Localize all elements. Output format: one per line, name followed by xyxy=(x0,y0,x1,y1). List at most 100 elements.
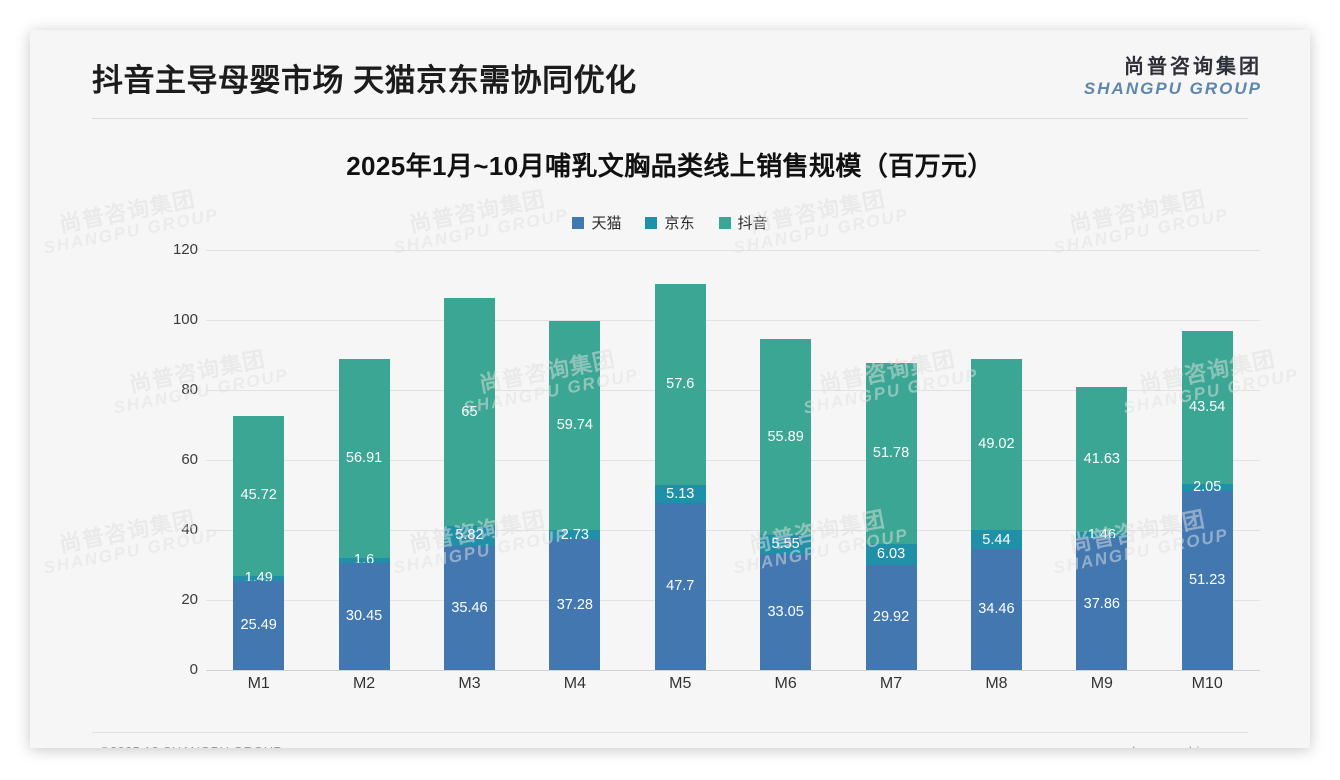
logo-chinese-text: 尚普咨询集团 xyxy=(1124,56,1262,78)
bar-value-label: 2.73 xyxy=(560,526,589,543)
bar-column[interactable]: 59.74 2.73 37.28 xyxy=(522,250,627,670)
x-axis-tick-label: M5 xyxy=(669,675,692,692)
gridline xyxy=(206,600,1260,601)
legend-swatch-icon xyxy=(572,216,585,229)
bar-value-label: 49.02 xyxy=(978,436,1015,453)
stacked-bar[interactable]: 43.54 2.05 51.23 xyxy=(1181,331,1233,670)
y-axis-tick-label: 80 xyxy=(181,381,198,398)
legend-item-抖音[interactable]: 抖音 xyxy=(718,212,768,233)
legend-label: 京东 xyxy=(664,215,695,232)
gridline xyxy=(206,460,1260,461)
stacked-bar[interactable]: 41.63 1.46 37.86 xyxy=(1076,386,1128,670)
bar-segment-天猫[interactable]: 29.92 xyxy=(865,565,917,670)
bar-value-label: 55.89 xyxy=(767,428,804,445)
bar-value-label: 43.54 xyxy=(1189,399,1226,416)
legend-item-京东[interactable]: 京东 xyxy=(645,212,695,233)
x-axis-labels: M1 M2 M3 M4 M5 M6 M7 M8 M9 M10 xyxy=(206,675,1260,693)
bar-value-label: 45.72 xyxy=(240,487,277,504)
x-axis-tick-label: M2 xyxy=(352,675,376,692)
bar-value-label: 51.78 xyxy=(872,445,910,462)
bar-segment-天猫[interactable]: 33.05 xyxy=(760,554,812,670)
bar-value-label: 5.82 xyxy=(455,527,484,544)
x-axis-tick-label: M3 xyxy=(458,675,481,692)
bar-segment-天猫[interactable]: 37.28 xyxy=(549,539,601,670)
bar-column[interactable]: 56.91 1.6 30.45 xyxy=(311,250,416,670)
bar-segment-天猫[interactable]: 30.45 xyxy=(338,563,390,670)
legend-item-天猫[interactable]: 天猫 xyxy=(572,212,621,233)
bar-segment-京东[interactable]: 5.82 xyxy=(443,525,495,546)
gridline xyxy=(206,530,1260,531)
bar-segment-抖音[interactable]: 65 xyxy=(443,298,495,526)
stacked-bar[interactable]: 65 5.82 35.46 xyxy=(443,298,495,670)
bar-segment-抖音[interactable]: 56.91 xyxy=(338,358,390,558)
footer-divider xyxy=(92,732,1248,733)
bar-segment-京东[interactable]: 5.55 xyxy=(760,534,812,555)
bar-segment-天猫[interactable]: 35.46 xyxy=(443,545,495,670)
bar-value-label: 51.23 xyxy=(1189,572,1226,589)
bar-value-label: 6.03 xyxy=(876,546,906,563)
bar-value-label: 41.63 xyxy=(1083,451,1120,468)
bar-segment-天猫[interactable]: 51.23 xyxy=(1181,490,1233,670)
x-axis-tick-label: M10 xyxy=(1191,675,1223,692)
bar-segment-抖音[interactable]: 57.6 xyxy=(654,283,706,486)
bar-value-label: 5.13 xyxy=(666,485,695,502)
bar-segment-抖音[interactable]: 43.54 xyxy=(1181,331,1233,484)
bar-segment-抖音[interactable]: 59.74 xyxy=(549,320,601,530)
bar-value-label: 2.05 xyxy=(1193,478,1222,495)
bar-column[interactable]: 41.63 1.46 37.86 xyxy=(1049,250,1154,670)
chart-plot-area: 0 20 40 60 80 100 120 45.72 1.49 25.49 56.91 1.6 30… xyxy=(170,241,1260,678)
bar-value-label: 47.7 xyxy=(666,578,695,595)
slide-header: 抖音主导母婴市场 天猫京东需协同优化 尚普咨询集团 SHANGPU GROUP xyxy=(30,30,1310,119)
stacked-bar[interactable]: 56.91 1.6 30.45 xyxy=(338,358,390,670)
bar-column[interactable]: 51.78 6.03 29.92 xyxy=(838,250,943,670)
website-text: www.shangpu-china.com xyxy=(1093,744,1244,748)
bar-segment-京东[interactable]: 5.44 xyxy=(970,530,1022,550)
bar-segment-天猫[interactable]: 34.46 xyxy=(970,549,1022,670)
y-axis-tick-label: 120 xyxy=(172,241,198,258)
bar-column[interactable]: 57.6 5.13 47.7 xyxy=(628,250,733,670)
bar-segment-天猫[interactable]: 37.86 xyxy=(1076,537,1128,670)
x-axis-tick-label: M7 xyxy=(879,675,903,692)
x-axis-tick-label: M4 xyxy=(563,675,586,692)
legend-label: 抖音 xyxy=(737,215,768,232)
bar-segment-抖音[interactable]: 55.89 xyxy=(760,339,812,535)
bar-column[interactable]: 45.72 1.49 25.49 xyxy=(206,250,311,670)
bar-column[interactable]: 55.89 5.55 33.05 xyxy=(733,250,838,670)
bar-column[interactable]: 65 5.82 35.46 xyxy=(417,250,522,670)
bar-segment-抖音[interactable]: 41.63 xyxy=(1076,386,1128,533)
stacked-bar[interactable]: 57.6 5.13 47.7 xyxy=(654,283,706,670)
bar-value-label: 57.6 xyxy=(666,376,695,393)
bar-segment-抖音[interactable]: 49.02 xyxy=(970,358,1022,531)
bar-segment-抖音[interactable]: 45.72 xyxy=(233,415,285,576)
legend-label: 天猫 xyxy=(591,215,622,232)
bar-segment-京东[interactable]: 2.73 xyxy=(549,526,601,543)
x-axis-tick-label: M1 xyxy=(247,675,270,692)
bar-segment-京东[interactable]: 5.13 xyxy=(654,485,706,504)
y-axis-tick-label: 100 xyxy=(172,311,198,328)
y-axis-tick-label: 40 xyxy=(181,521,198,538)
chart-title: 2025年1月~10月哺乳文胸品类线上销售规模（百万元） xyxy=(346,151,994,181)
stacked-bar[interactable]: 59.74 2.73 37.28 xyxy=(549,320,601,670)
stacked-bar[interactable]: 51.78 6.03 29.92 xyxy=(865,362,917,670)
bar-segment-天猫[interactable]: 25.49 xyxy=(233,580,285,670)
bar-segment-天猫[interactable]: 47.7 xyxy=(654,503,706,670)
stacked-bar[interactable]: 45.72 1.49 25.49 xyxy=(233,415,285,670)
bar-value-label: 37.86 xyxy=(1083,595,1120,612)
bar-segment-京东[interactable]: 6.03 xyxy=(865,544,917,566)
gridline xyxy=(206,670,1260,671)
bar-segment-京东[interactable]: 2.05 xyxy=(1181,480,1233,494)
bar-value-label: 5.55 xyxy=(771,536,800,553)
legend-swatch-icon xyxy=(718,216,731,229)
bar-value-label: 59.74 xyxy=(556,417,593,434)
bar-column[interactable]: 49.02 5.44 34.46 xyxy=(944,250,1049,670)
gridline xyxy=(206,320,1260,321)
brand-logo: 尚普咨询集团 SHANGPU GROUP xyxy=(1084,56,1262,98)
stacked-bar[interactable]: 55.89 5.55 33.05 xyxy=(760,339,812,670)
bar-column[interactable]: 43.54 2.05 51.23 xyxy=(1155,250,1260,670)
legend-swatch-icon xyxy=(645,216,658,229)
bar-value-label: 56.91 xyxy=(345,450,383,466)
logo-english-text: SHANGPU GROUP xyxy=(1083,79,1262,99)
x-axis-tick-label: M9 xyxy=(1090,675,1113,692)
stacked-bar[interactable]: 49.02 5.44 34.46 xyxy=(970,358,1022,670)
bar-segment-抖音[interactable]: 51.78 xyxy=(865,362,917,545)
